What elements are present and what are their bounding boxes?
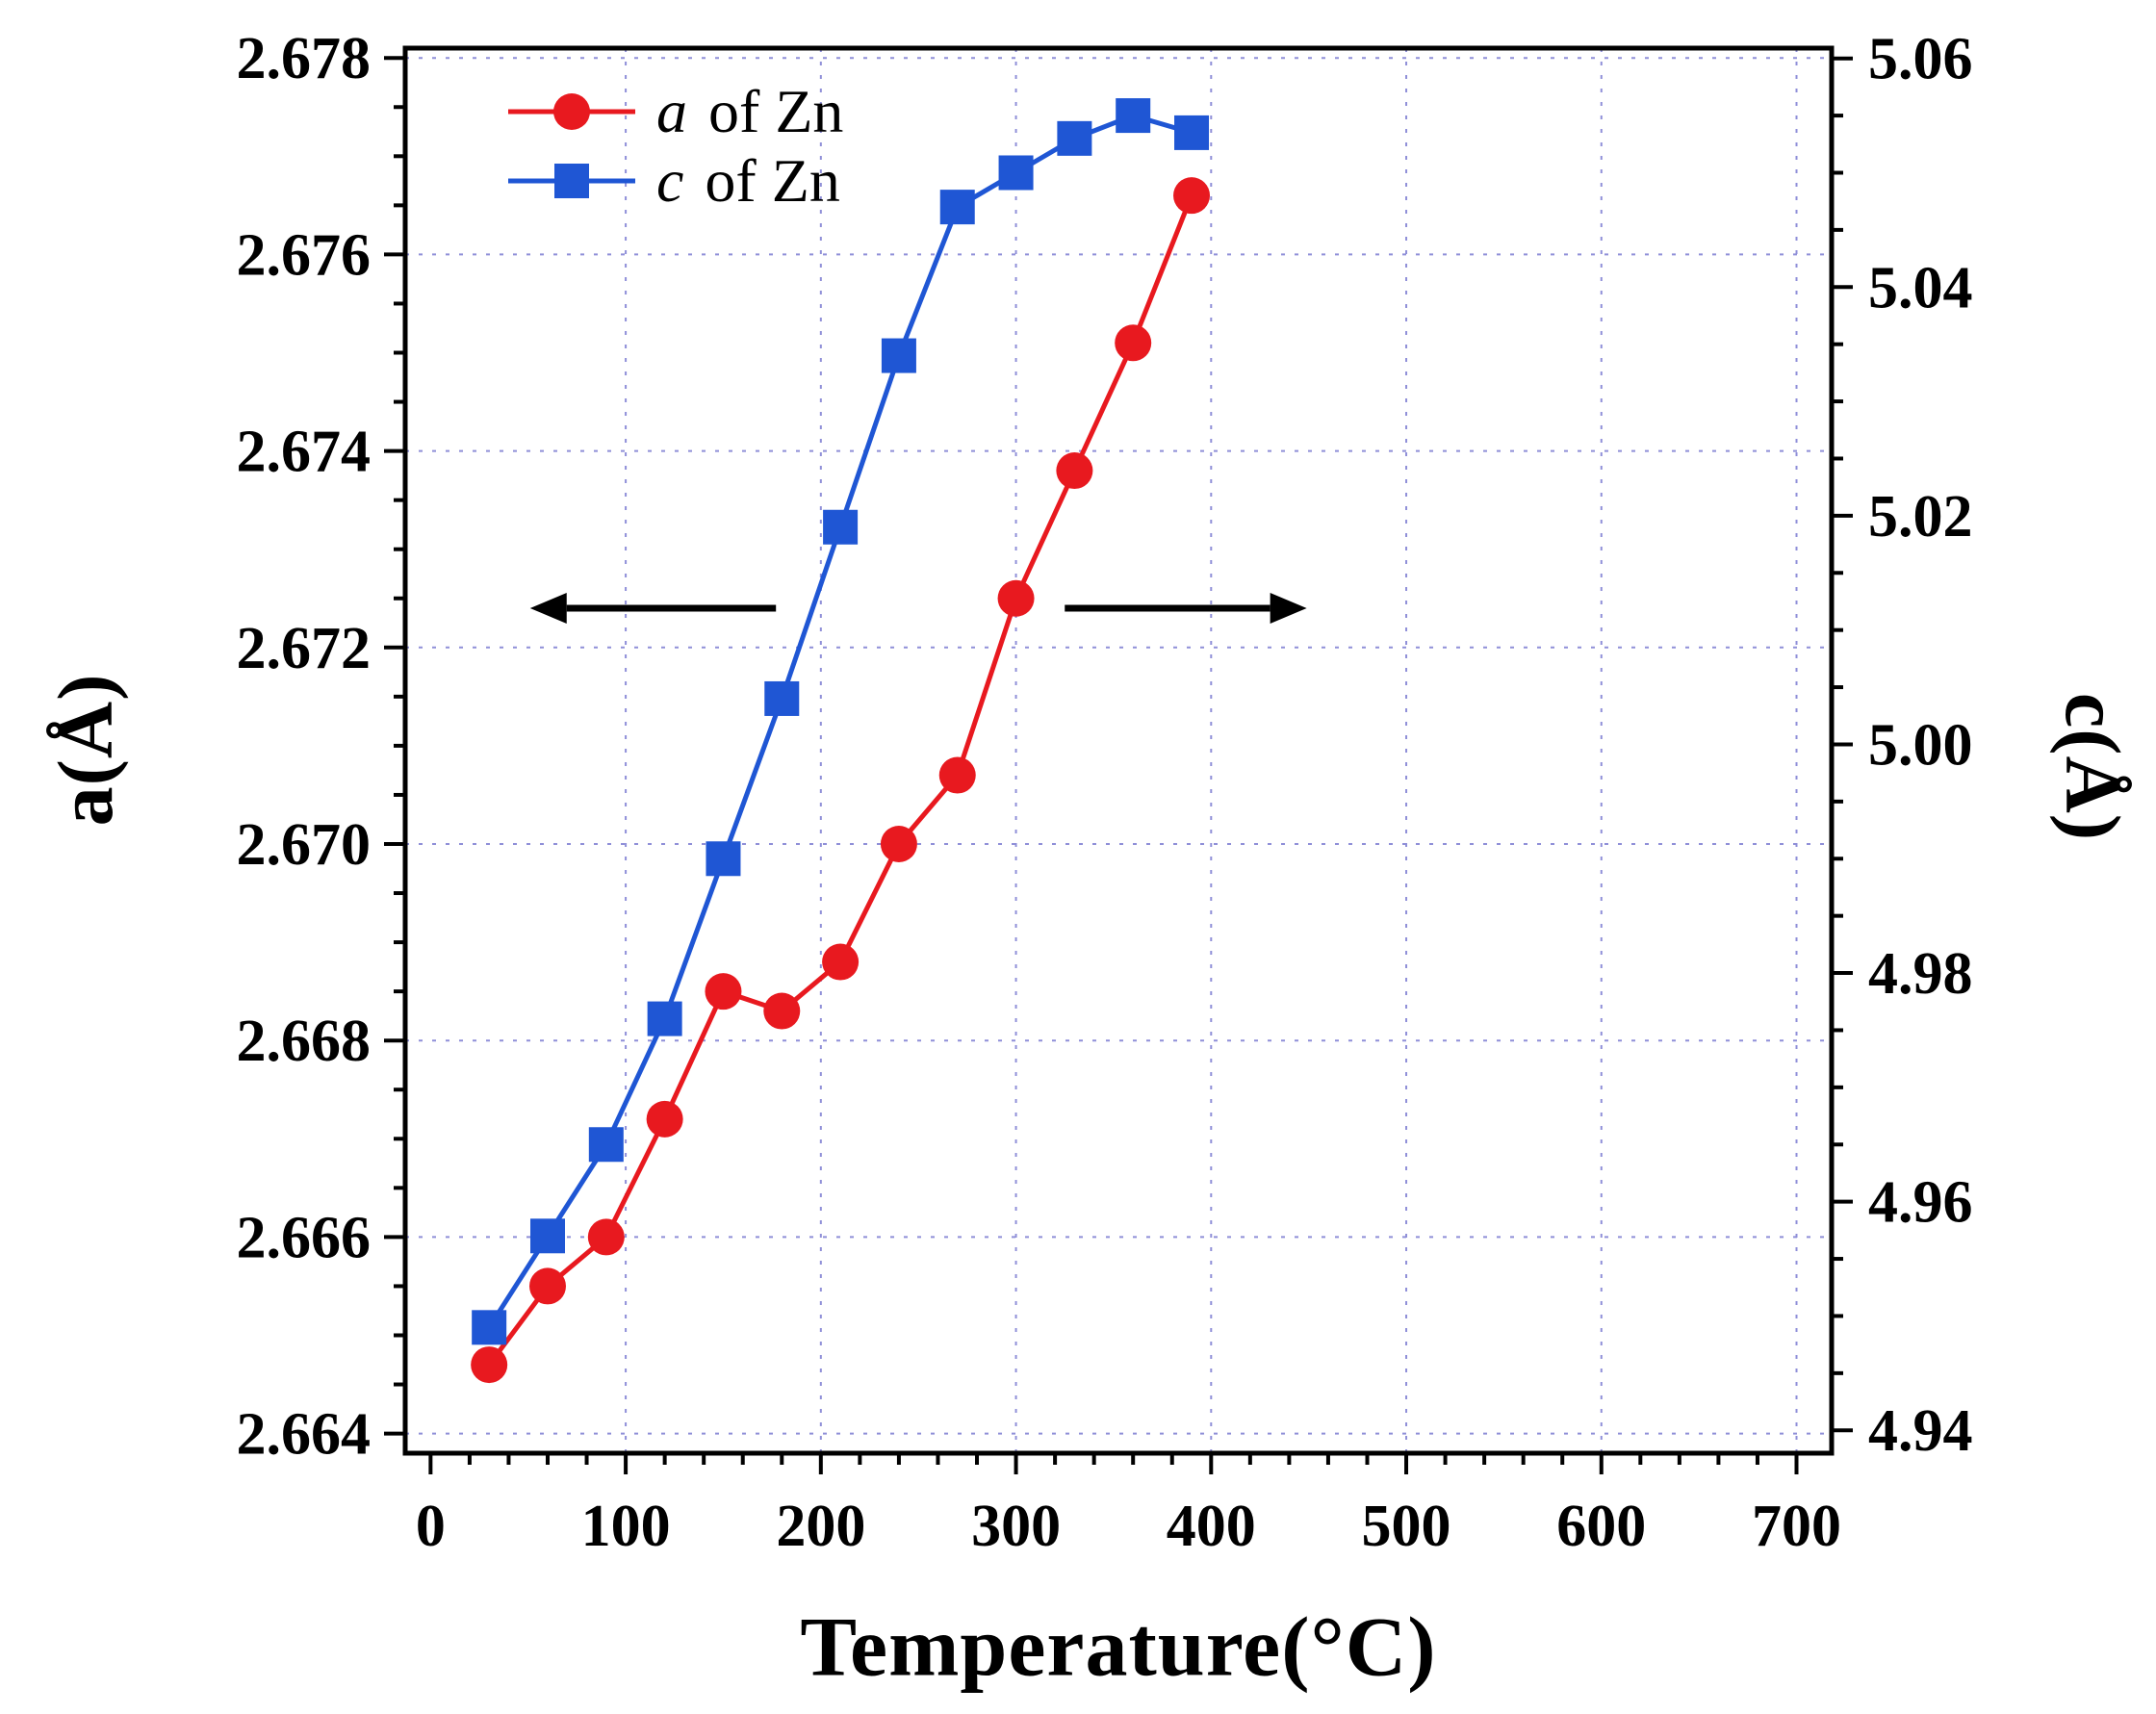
legend-var-c: c: [656, 146, 684, 215]
y-left-tick-label: 2.674: [237, 420, 372, 485]
x-tick-label: 200: [776, 1494, 865, 1559]
y-left-tick-label: 2.678: [237, 26, 372, 91]
x-tick-label: 600: [1556, 1494, 1646, 1559]
y-right-tick-label: 4.94: [1868, 1398, 1973, 1464]
x-axis-title: Temperature(°C): [800, 1600, 1437, 1695]
x-tick-label: 100: [581, 1494, 671, 1559]
tick-labels: 0 100 200 300 400 500 600 700 2.664 2.666 2.668 2.6…: [237, 26, 1973, 1559]
gridlines: [405, 48, 1832, 1453]
legend-label-c-of-zn: c of Zn: [656, 150, 840, 212]
y-right-tick-label: 4.96: [1868, 1170, 1973, 1236]
legend-marker-square-icon: [508, 156, 635, 206]
legend-marker-circle-icon: [508, 87, 635, 137]
y-left-tick-label: 2.676: [237, 222, 372, 288]
y-left-tick-label: 2.668: [237, 1009, 372, 1074]
axis-ticks: [384, 56, 1853, 1474]
y-right-tick-label: 5.04: [1868, 255, 1973, 320]
legend-item-c-of-zn: c of Zn: [508, 150, 843, 212]
series-c-of-zn: [472, 98, 1210, 1345]
y-right-tick-label: 5.02: [1868, 484, 1973, 550]
legend: a of Zn c of Zn: [508, 81, 843, 212]
axis-pointer-arrow-right-axis: [1065, 592, 1307, 624]
legend-label-a-of-zn: a of Zn: [656, 81, 843, 142]
y-right-tick-label: 5.06: [1868, 27, 1973, 92]
y-right-tick-label: 5.00: [1868, 712, 1973, 778]
x-tick-label: 500: [1362, 1494, 1451, 1559]
x-tick-label: 300: [971, 1494, 1061, 1559]
series-a-of-zn: [471, 177, 1211, 1384]
x-tick-label: 0: [416, 1494, 446, 1559]
y-right-tick-label: 4.98: [1868, 941, 1973, 1007]
y-left-tick-label: 2.666: [237, 1205, 372, 1270]
y-left-tick-label: 2.670: [237, 812, 372, 878]
plot-frame: [402, 45, 1835, 1456]
y-left-axis-title: a(Å): [41, 673, 129, 827]
legend-rest-c: of Zn: [689, 146, 840, 215]
legend-var-a: a: [656, 77, 687, 145]
y-left-tick-label: 2.672: [237, 616, 372, 681]
y-left-tick-label: 2.664: [237, 1402, 372, 1468]
legend-rest-a: of Zn: [693, 77, 844, 145]
y-right-axis-title: c(Å): [2049, 692, 2137, 842]
x-tick-label: 400: [1167, 1494, 1256, 1559]
legend-item-a-of-zn: a of Zn: [508, 81, 843, 142]
axis-pointer-arrow-left-axis: [529, 592, 777, 624]
x-tick-label: 700: [1752, 1494, 1841, 1559]
